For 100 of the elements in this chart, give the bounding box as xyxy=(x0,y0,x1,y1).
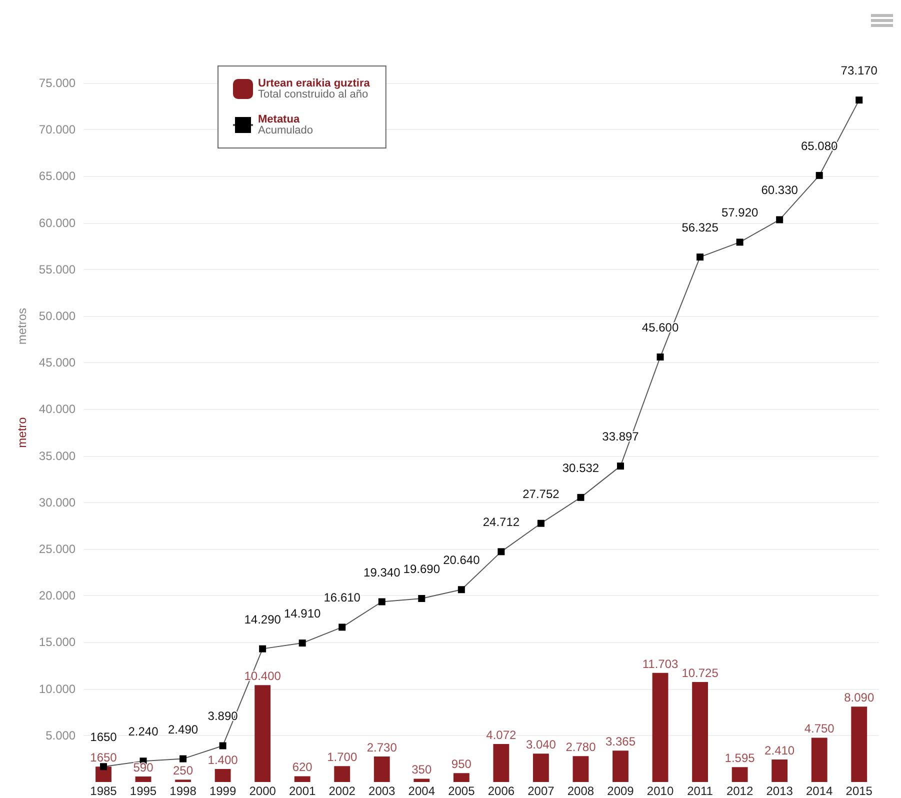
data-label: 2.730 xyxy=(366,740,398,755)
bar xyxy=(294,776,310,782)
data-label: 14.290 xyxy=(244,612,282,626)
data-label: 950 xyxy=(451,757,472,772)
y-tick-label: 25.000 xyxy=(38,542,76,556)
data-label: 20.640 xyxy=(443,553,480,568)
point xyxy=(776,216,784,224)
y-tick-label: 30.000 xyxy=(38,495,76,510)
x-tick-label: 2005 xyxy=(448,784,476,798)
bar xyxy=(493,744,510,782)
x-tick-label: 2015 xyxy=(846,784,873,798)
point xyxy=(537,520,544,527)
data-label: 4.072 xyxy=(486,728,517,742)
bar xyxy=(652,672,668,782)
point xyxy=(856,96,863,104)
data-label: 4.750 xyxy=(804,722,835,736)
point xyxy=(100,763,107,770)
y-axis-title: metro xyxy=(15,416,29,448)
data-label: 30.532 xyxy=(562,460,600,475)
x-tick-label: 2007 xyxy=(528,784,555,798)
y-tick-label: 75.000 xyxy=(38,76,76,90)
bar xyxy=(612,750,628,782)
x-tick-label: 2012 xyxy=(726,784,754,798)
point xyxy=(816,172,823,179)
data-label: 16.610 xyxy=(324,590,361,605)
data-label: 1.700 xyxy=(327,750,358,764)
x-tick-label: 2001 xyxy=(288,784,316,798)
y-tick-label: 70.000 xyxy=(38,122,76,137)
bar xyxy=(214,768,231,782)
bar xyxy=(851,706,868,782)
x-tick-label: 2004 xyxy=(408,784,436,798)
data-label: 3.365 xyxy=(605,734,636,749)
point xyxy=(696,254,704,261)
point xyxy=(298,640,306,647)
bar xyxy=(811,738,828,782)
point xyxy=(378,598,386,606)
y-tick-label: 65.000 xyxy=(38,169,76,184)
y-tick-label: 5.000 xyxy=(46,728,76,742)
data-label: 2.780 xyxy=(566,740,596,754)
y-tick-label: 45.000 xyxy=(38,356,76,370)
point xyxy=(458,586,465,594)
data-label: 350 xyxy=(412,762,432,777)
data-label: 19.690 xyxy=(403,562,440,576)
data-label: 590 xyxy=(133,760,154,774)
data-label: 24.712 xyxy=(482,515,520,530)
data-label: 620 xyxy=(292,760,313,774)
bar xyxy=(453,773,470,782)
x-tick-label: 2003 xyxy=(368,784,396,798)
point xyxy=(418,594,426,602)
bar xyxy=(135,776,152,782)
x-tick-label: 2013 xyxy=(766,784,794,798)
data-label: 1650 xyxy=(90,750,118,765)
data-label: 1650 xyxy=(90,730,118,744)
data-label: 8.090 xyxy=(844,690,874,705)
data-label: 73.170 xyxy=(840,64,878,78)
data-label: 3.040 xyxy=(526,738,556,752)
x-tick-label: 2010 xyxy=(646,784,674,798)
data-label: 14.910 xyxy=(284,606,322,621)
x-tick-label: 1995 xyxy=(130,784,157,798)
x-tick-label: 2002 xyxy=(328,784,356,798)
data-label: 11.703 xyxy=(642,656,678,671)
bar xyxy=(772,760,788,782)
y-tick-label: 20.000 xyxy=(38,588,76,603)
y-tick-label: 15.000 xyxy=(38,635,76,650)
data-label: 1.400 xyxy=(208,752,238,767)
x-tick-label: 2006 xyxy=(488,784,515,798)
data-label: 56.325 xyxy=(682,220,719,235)
text: metros xyxy=(15,308,29,345)
y-tick-label: 10.000 xyxy=(38,682,76,696)
legend-label: Metatua Acumulado xyxy=(258,114,314,136)
y-tick-label: 55.000 xyxy=(38,262,76,276)
point xyxy=(616,462,624,470)
y-tick-label: 40.000 xyxy=(38,402,76,416)
bar xyxy=(533,754,549,782)
bar xyxy=(374,756,390,782)
bar xyxy=(572,756,589,782)
data-label: 60.330 xyxy=(761,183,798,198)
y-tick-label: 35.000 xyxy=(38,448,76,463)
x-tick-label: 2000 xyxy=(249,784,276,798)
data-label: 2.490 xyxy=(168,722,198,736)
point xyxy=(577,494,584,501)
data-label: 2.410 xyxy=(764,744,795,758)
bar xyxy=(732,767,748,782)
x-tick-label: 2009 xyxy=(607,784,634,798)
bar xyxy=(96,766,112,782)
bar xyxy=(414,778,430,782)
point xyxy=(259,645,266,652)
data-label: 1.595 xyxy=(724,751,756,766)
legend-label: Urtean eraikia guztira Total construido al año xyxy=(258,78,371,100)
x-tick-label: 1998 xyxy=(170,784,197,798)
y-tick-label: 50.000 xyxy=(38,309,76,323)
data-label: 10.725 xyxy=(682,666,719,680)
x-tick-label: 2011 xyxy=(687,784,714,798)
data-label: 27.752 xyxy=(522,486,560,501)
point xyxy=(219,742,226,750)
x-tick-label: 1999 xyxy=(209,784,236,798)
bar xyxy=(334,766,350,782)
point xyxy=(656,354,664,361)
data-label: 57.920 xyxy=(721,206,758,220)
data-label: 250 xyxy=(173,764,194,778)
